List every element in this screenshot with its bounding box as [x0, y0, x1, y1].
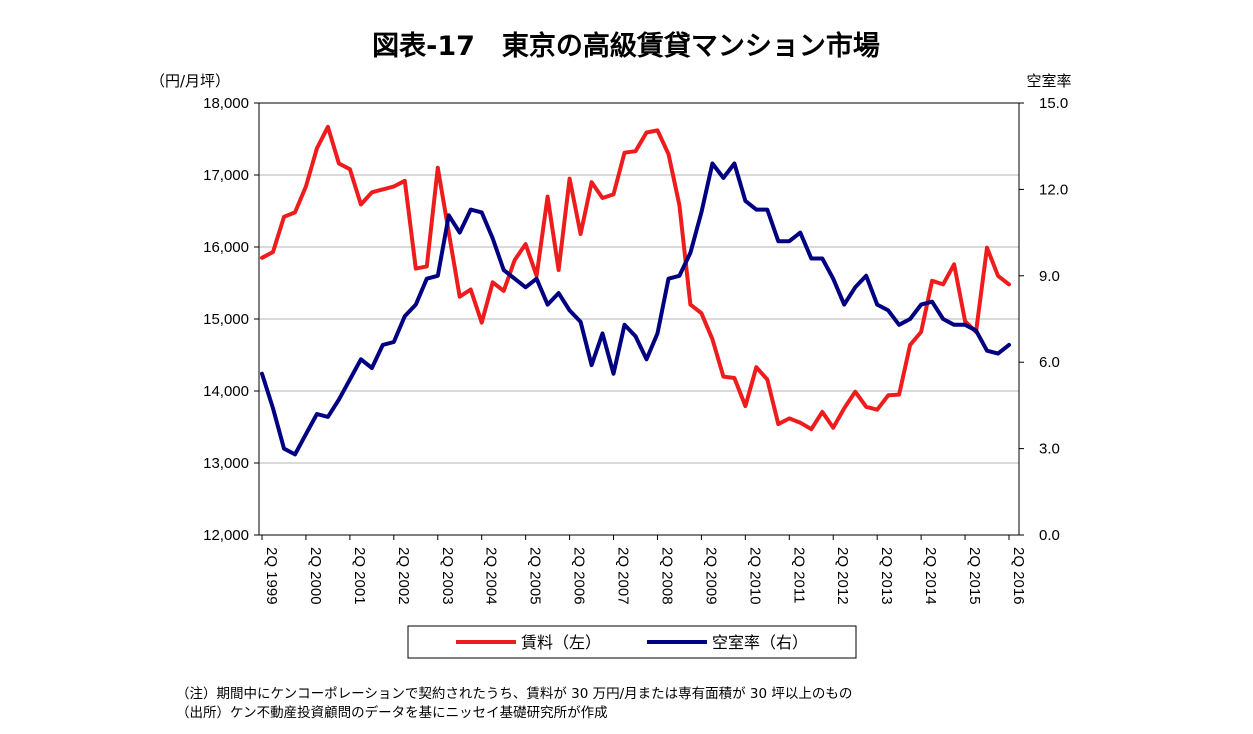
x-tick-label: 2Q 2000	[307, 547, 324, 605]
x-tick-label: 2Q 2002	[395, 547, 412, 605]
right-tick-label: 15.0	[1039, 95, 1068, 112]
legend-label-vacancy: 空室率（右）	[712, 633, 808, 652]
series-line-rent	[260, 124, 1011, 432]
left-tick-label: 17,000	[203, 167, 249, 184]
left-tick-label: 15,000	[203, 311, 249, 328]
right-tick-label: 12.0	[1039, 181, 1068, 198]
x-tick-label: 2Q 2003	[439, 547, 456, 605]
x-tick-label: 2Q 2009	[702, 547, 719, 605]
right-tick-label: 9.0	[1039, 268, 1060, 285]
x-tick-label: 2Q 2012	[834, 547, 851, 605]
x-tick-label: 2Q 2011	[790, 547, 807, 603]
left-tick-label: 14,000	[203, 383, 249, 400]
legend: 賃料（左） 空室率（右）	[407, 625, 857, 659]
left-tick-label: 18,000	[203, 95, 249, 112]
source-note: （出所）ケン不動産投資顧問のデータを基にニッセイ基礎研究所が作成	[176, 705, 608, 721]
x-tick-label: 2Q 2007	[615, 547, 632, 605]
x-tick-label: 2Q 2006	[571, 547, 588, 605]
chart-title: 図表-17 東京の高級賃貸マンション市場	[372, 30, 880, 62]
left-tick-label: 13,000	[203, 455, 249, 472]
series-line-vacancy	[260, 161, 1011, 457]
right-axis-unit-label: 空室率	[1026, 72, 1071, 90]
x-tick-label: 2Q 2005	[527, 547, 544, 605]
gridlines	[259, 174, 1019, 464]
x-tick-label: 2Q 1999	[263, 547, 280, 605]
right-tick-label: 6.0	[1039, 354, 1060, 371]
x-tick-label: 2Q 2001	[351, 547, 368, 605]
x-tick-label: 2Q 2004	[483, 547, 500, 605]
legend-label-rent: 賃料（左）	[521, 633, 601, 652]
footnote: （注）期間中にケンコーポレーションで契約されたうち、賃料が 30 万円/月または…	[176, 686, 853, 702]
right-tick-label: 0.0	[1039, 527, 1060, 544]
left-axis: 12,000 13,000 14,000 15,000 16,000 17,000 18,0…	[203, 95, 259, 544]
left-axis-unit-label: （円/月坪）	[150, 72, 230, 90]
x-tick-label: 2Q 2016	[1010, 547, 1027, 605]
x-tick-label: 2Q 2015	[966, 547, 983, 605]
left-tick-label: 12,000	[203, 527, 249, 544]
x-tick-label: 2Q 2010	[746, 547, 763, 605]
x-tick-label: 2Q 2013	[878, 547, 895, 605]
right-tick-label: 3.0	[1039, 441, 1060, 458]
x-axis: 2Q 1999 2Q 2000 2Q 2001 2Q 2002 2Q 2003 2Q 20…	[261, 535, 1027, 605]
right-axis: 0.0 3.0 6.0 9.0 12.0 15.0	[1019, 95, 1068, 544]
x-tick-label: 2Q 2014	[922, 547, 939, 605]
left-tick-label: 16,000	[203, 239, 249, 256]
series-layer	[260, 124, 1011, 457]
x-tick-label: 2Q 2008	[658, 547, 675, 605]
